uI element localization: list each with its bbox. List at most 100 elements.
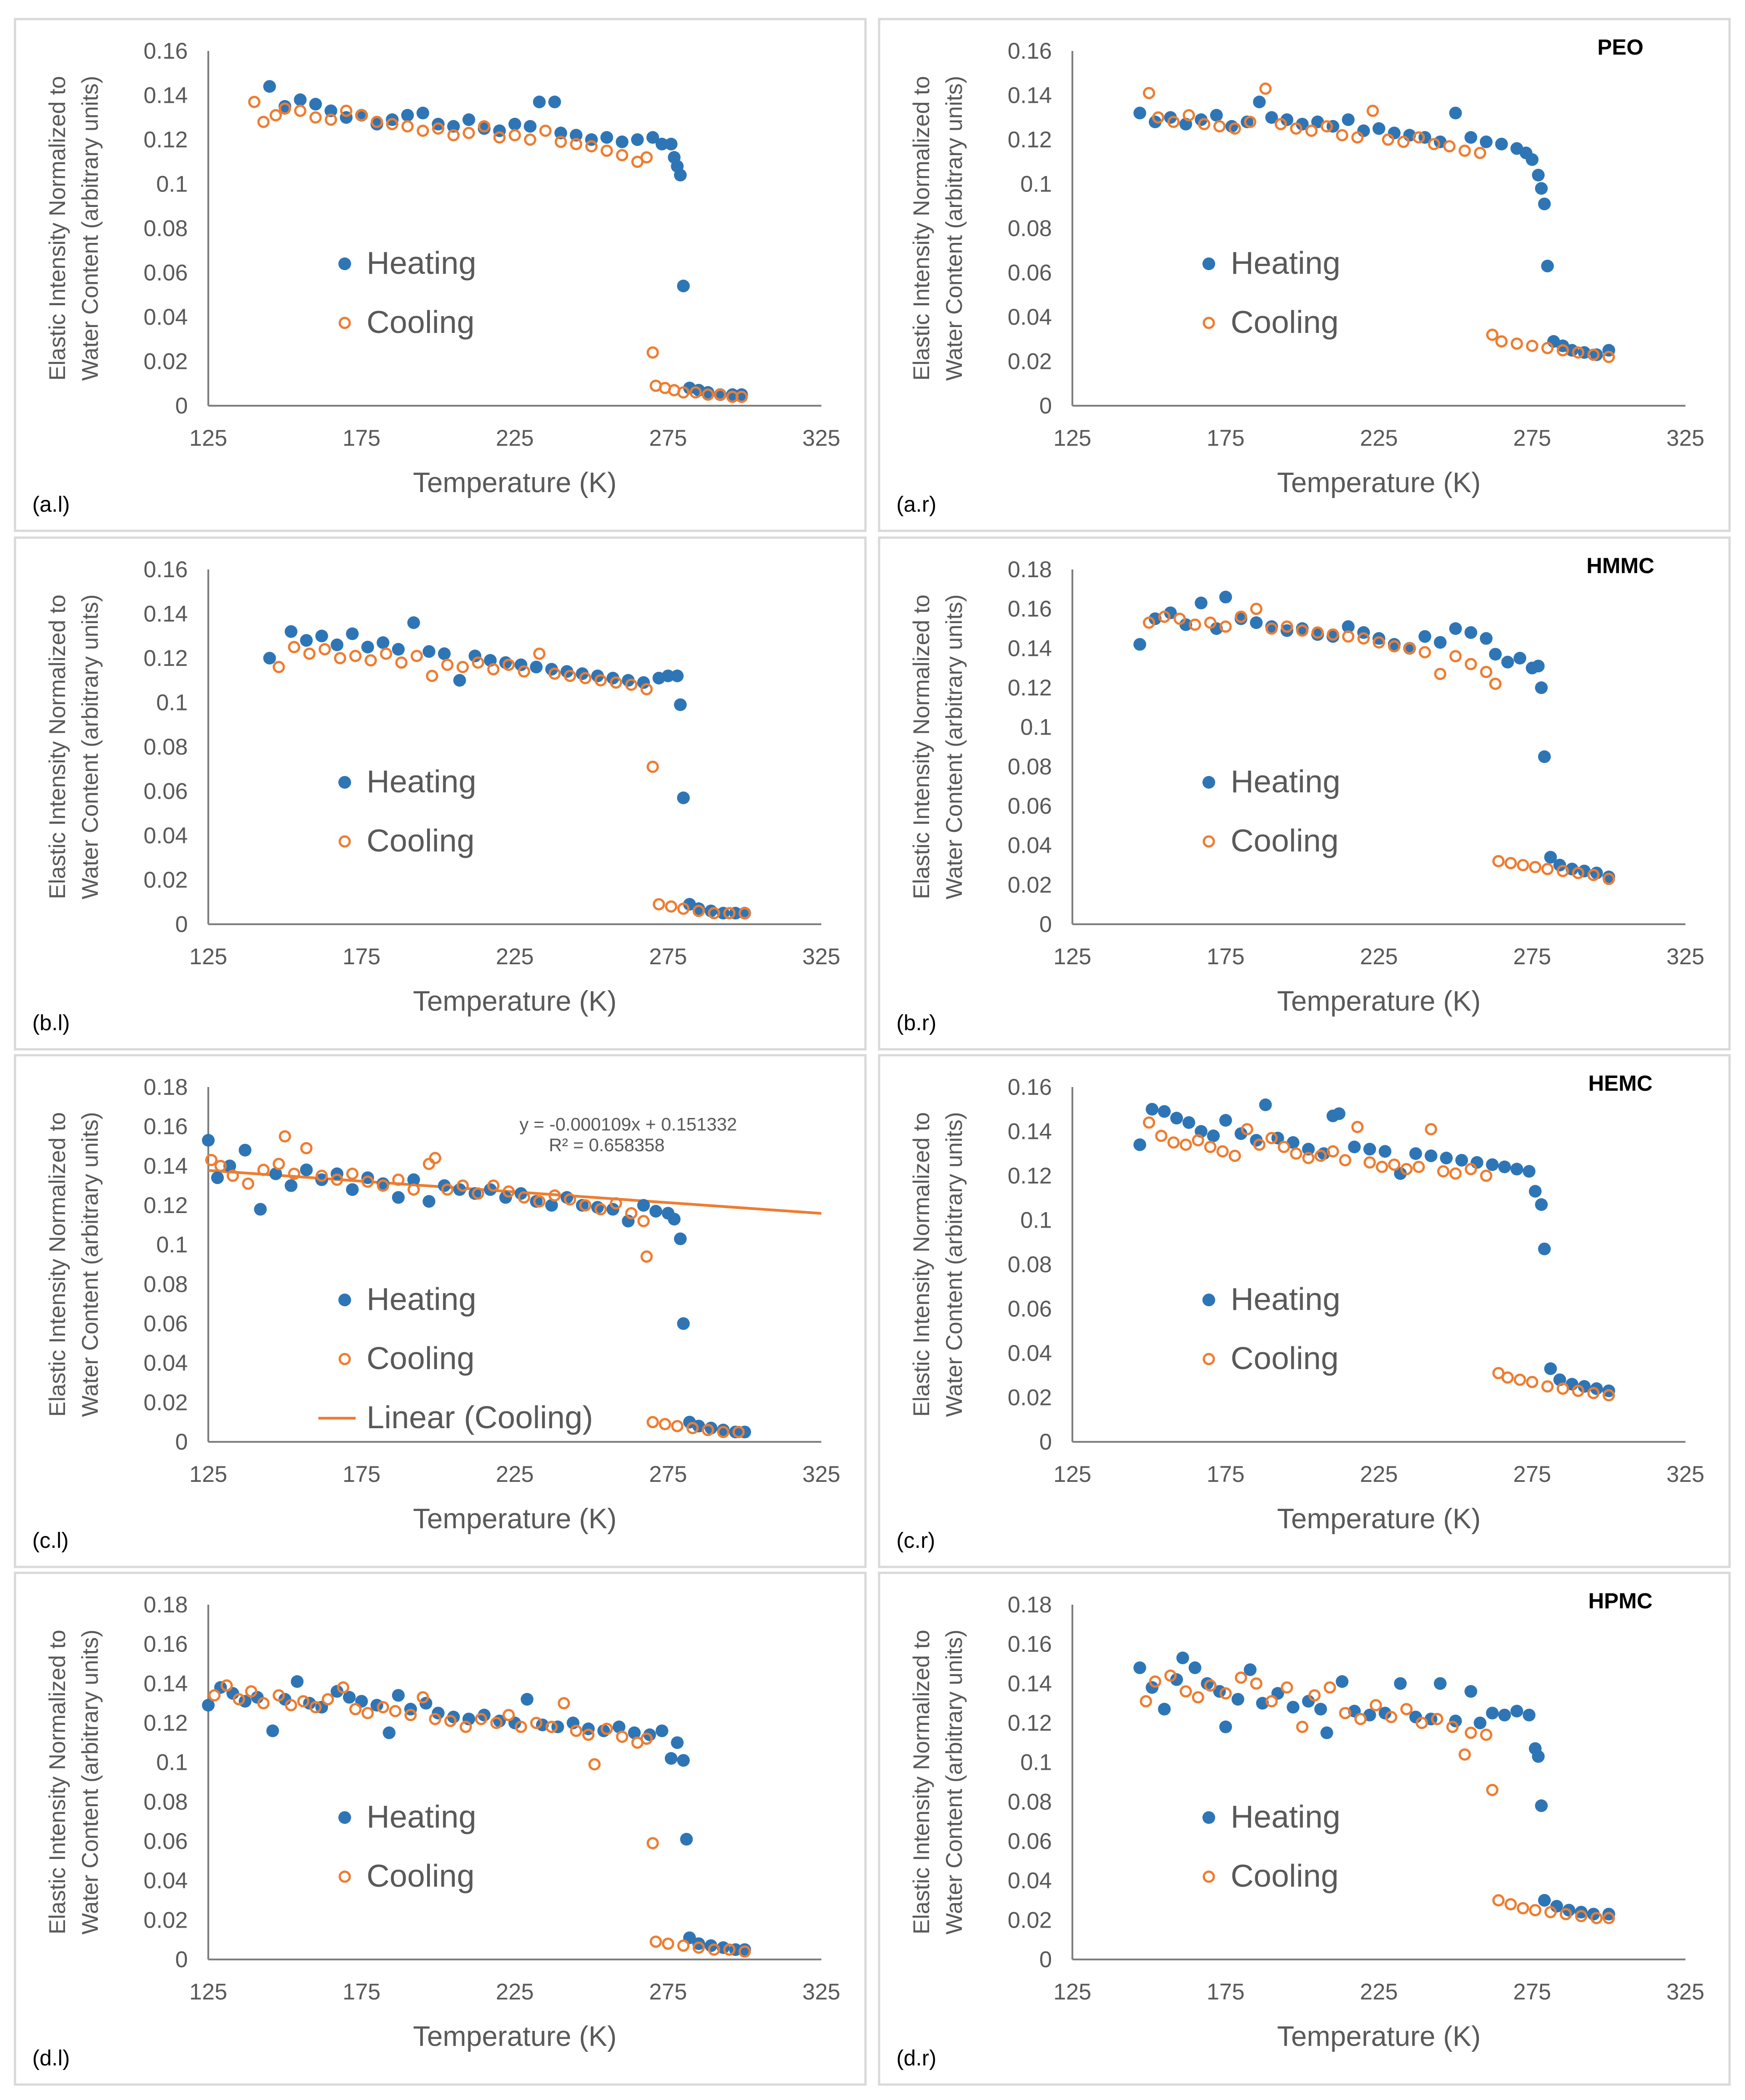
cooling-point (1590, 1912, 1603, 1924)
heating-point (419, 1697, 432, 1710)
cooling-point (257, 1163, 270, 1176)
cooling-point (404, 1709, 417, 1722)
heating-point (1348, 1140, 1361, 1153)
y-tick-label: 0.04 (144, 1350, 188, 1376)
y-tick-label: 0.12 (144, 1193, 188, 1218)
cooling-point (463, 126, 475, 139)
cooling-point (1235, 610, 1247, 623)
cooling-point (1179, 1685, 1192, 1698)
heating-point (1280, 113, 1293, 126)
heating-point (1424, 1149, 1438, 1163)
heating-point (1357, 124, 1370, 137)
heating-point (545, 1199, 558, 1212)
y-tick-label: 0 (1039, 1429, 1052, 1455)
legend: Heating Cooling (1202, 1281, 1340, 1376)
heating-point (1433, 1677, 1447, 1690)
cooling-point (1480, 1728, 1493, 1741)
cooling-point (1357, 632, 1370, 645)
heating-point (1158, 1105, 1171, 1118)
cooling-point (432, 122, 444, 135)
cooling-point (1302, 1152, 1315, 1164)
cooling-point (585, 140, 598, 153)
cooling-point (708, 907, 720, 920)
cooling-point (1323, 1681, 1336, 1694)
heating-point (1479, 135, 1493, 148)
legend-heating-marker (1202, 1811, 1215, 1824)
cooling-point (1351, 1121, 1364, 1133)
cooling-point (1400, 1163, 1413, 1175)
cooling-point (1504, 1898, 1517, 1911)
cooling-point (1559, 1908, 1572, 1920)
heating-point (1495, 137, 1508, 151)
cooling-point (1281, 620, 1293, 633)
y-tick-label: 0.02 (1008, 1907, 1052, 1933)
cooling-point (677, 386, 690, 399)
y-tick-label: 0.1 (156, 171, 188, 197)
cooling-point (723, 1943, 736, 1956)
heating-point (223, 1159, 236, 1173)
heating-point (1486, 1707, 1499, 1720)
cooling-point (1544, 1906, 1557, 1919)
panel-b-l: 0 0.02 0.04 0.06 0.08 0.1 0.12 0.14 0.16 125 175 22… (14, 536, 867, 1051)
y-axis-title-line2: Water Content (arbitrary units) (941, 594, 967, 900)
cooling-point (1603, 1912, 1615, 1924)
heating-point (331, 1685, 344, 1698)
heating-point (1311, 116, 1324, 128)
cooling-point (294, 105, 307, 117)
cooling-point (297, 1695, 310, 1707)
legend-heating-marker (338, 257, 351, 270)
heating-point (1464, 131, 1478, 144)
cooling-point (1382, 133, 1394, 146)
cooling-point (1572, 866, 1584, 879)
heating-point (401, 109, 414, 122)
heating-point (615, 135, 629, 148)
x-tick-label: 225 (496, 425, 533, 451)
legend-label-cooling: Cooling (1231, 304, 1338, 340)
heating-point (1535, 1799, 1548, 1812)
heating-point (1409, 1147, 1422, 1160)
x-tick-label: 275 (1513, 944, 1551, 969)
panel-label: (a.r) (896, 493, 936, 517)
x-tick-label: 225 (496, 1979, 533, 2004)
cooling-point (582, 1728, 595, 1741)
x-tick-label: 225 (1360, 944, 1398, 969)
legend-cooling-marker (338, 1870, 351, 1883)
heating-point (1195, 596, 1208, 609)
cooling-point (702, 1424, 714, 1436)
x-tick-label: 325 (802, 1461, 840, 1487)
series-cooling (208, 1679, 751, 1958)
heating-point (1210, 109, 1223, 122)
heating-point (1514, 652, 1527, 665)
x-tick-label: 175 (1207, 1979, 1244, 2004)
cooling-point (1526, 1375, 1539, 1388)
panel-c-l: 0 0.02 0.04 0.06 0.08 0.1 0.12 0.14 0.16 0.18 125 1… (14, 1054, 867, 1568)
cooling-point (429, 1152, 442, 1164)
heating-point (1182, 1116, 1196, 1129)
cooling-point (1327, 628, 1339, 641)
cooling-point (426, 670, 438, 682)
heating-point (1510, 1705, 1524, 1717)
cooling-point (1541, 1380, 1554, 1393)
cooling-point (600, 144, 613, 157)
heating-point (1394, 1677, 1407, 1690)
legend-label-cooling: Cooling (1231, 823, 1338, 858)
x-axis-title: Temperature (K) (413, 986, 617, 1017)
x-tick-label: 125 (189, 1461, 227, 1487)
heating-point (422, 645, 436, 658)
panel-label: (c.r) (896, 1529, 935, 1553)
heating-point (674, 1232, 687, 1245)
heating-point (343, 1691, 356, 1704)
series-cooling (1143, 1116, 1615, 1402)
x-tick-label: 125 (189, 944, 227, 969)
cooling-point (1418, 646, 1431, 659)
heating-point (677, 791, 690, 805)
heating-point (674, 169, 687, 181)
x-tick-label: 125 (189, 1979, 227, 2004)
heating-point (263, 652, 276, 665)
legend-label-cooling: Cooling (367, 823, 474, 858)
heating-point (1470, 1156, 1484, 1169)
cooling-point (1253, 1138, 1266, 1151)
cooling-point (1388, 640, 1401, 653)
heating-point (1433, 135, 1447, 148)
